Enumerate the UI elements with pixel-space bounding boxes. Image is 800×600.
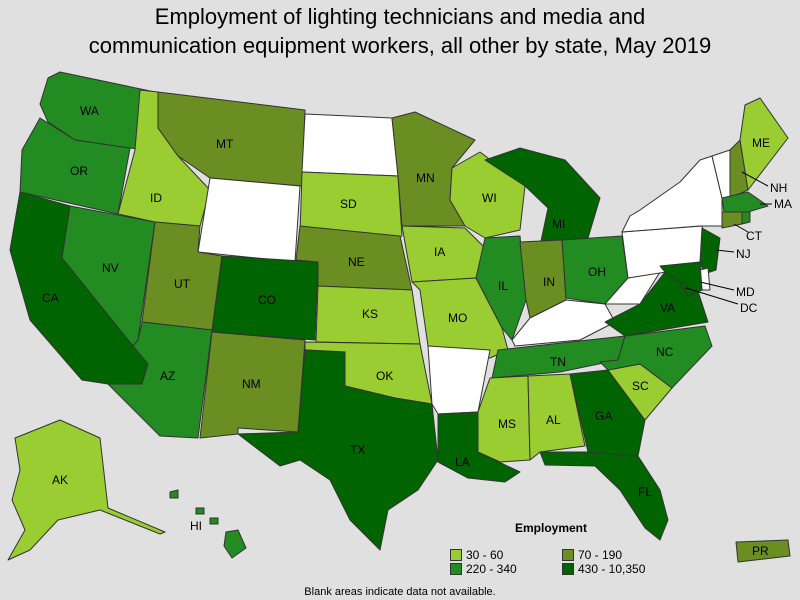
state-CO[interactable] bbox=[211, 255, 319, 341]
label-SD: SD bbox=[340, 197, 357, 211]
label-AZ: AZ bbox=[160, 369, 175, 383]
legend-item-4: 430 - 10,350 bbox=[562, 562, 645, 576]
label-TX: TX bbox=[350, 443, 365, 457]
label-VA: VA bbox=[660, 301, 675, 315]
legend-swatch-3 bbox=[450, 563, 462, 575]
state-KY[interactable] bbox=[511, 299, 616, 347]
state-PR[interactable] bbox=[735, 539, 791, 563]
title-line-2: communication equipment workers, all oth… bbox=[88, 33, 712, 58]
state-AK[interactable] bbox=[7, 419, 166, 561]
state-ME[interactable] bbox=[739, 97, 789, 191]
label-MT: MT bbox=[216, 137, 234, 151]
label-CO: CO bbox=[258, 293, 276, 307]
label-KS: KS bbox=[362, 307, 378, 321]
label-FL: FL bbox=[638, 485, 652, 499]
state-NY[interactable] bbox=[621, 155, 723, 233]
state-NC[interactable] bbox=[599, 325, 713, 389]
leader-CT bbox=[733, 223, 749, 233]
label-IA: IA bbox=[434, 245, 445, 259]
state-MD[interactable] bbox=[659, 261, 703, 297]
label-ME: ME bbox=[752, 136, 770, 150]
state-NM[interactable] bbox=[199, 331, 306, 439]
state-RI[interactable] bbox=[741, 211, 751, 225]
label-CT: CT bbox=[746, 229, 763, 243]
state-TX[interactable] bbox=[237, 349, 439, 551]
label-AK: AK bbox=[52, 473, 68, 487]
label-NM: NM bbox=[242, 377, 261, 391]
label-MA: MA bbox=[774, 197, 792, 211]
leader-MD bbox=[699, 281, 735, 291]
label-GA: GA bbox=[595, 409, 612, 423]
legend-item-3: 220 - 340 bbox=[450, 562, 517, 576]
label-OR: OR bbox=[70, 164, 88, 178]
label-MO: MO bbox=[448, 311, 467, 325]
label-PR: PR bbox=[752, 544, 769, 558]
callout-labels: NH MA CT NJ MD DC bbox=[685, 171, 792, 315]
label-MN: MN bbox=[416, 171, 435, 185]
leader-NJ bbox=[715, 249, 735, 253]
label-OH: OH bbox=[588, 265, 606, 279]
state-CT[interactable] bbox=[721, 211, 743, 229]
state-MA[interactable] bbox=[721, 191, 769, 213]
state-TN[interactable] bbox=[491, 335, 626, 379]
state-HI[interactable] bbox=[169, 489, 247, 559]
title-line-1: Employment of lighting technicians and m… bbox=[154, 4, 646, 29]
label-NV: NV bbox=[102, 261, 119, 275]
legend-label-4: 430 - 10,350 bbox=[578, 562, 646, 576]
label-TN: TN bbox=[550, 355, 566, 369]
label-NE: NE bbox=[348, 255, 365, 269]
label-NC: NC bbox=[656, 345, 674, 359]
state-labels: WA OR CA NV ID MT UT AZ CO NM SD NE KS O… bbox=[42, 104, 770, 558]
label-UT: UT bbox=[174, 277, 191, 291]
state-DC[interactable] bbox=[680, 282, 688, 290]
legend-item-1: 30 - 60 bbox=[450, 548, 503, 562]
label-SC: SC bbox=[632, 379, 649, 393]
legend-swatch-1 bbox=[450, 549, 462, 561]
legend-label-1: 30 - 60 bbox=[466, 548, 504, 562]
state-NJ[interactable] bbox=[699, 227, 721, 275]
legend-swatch-4 bbox=[562, 563, 574, 575]
legend-swatch-2 bbox=[562, 549, 574, 561]
state-AZ[interactable] bbox=[107, 321, 213, 439]
label-MD: MD bbox=[736, 285, 755, 299]
label-IN: IN bbox=[543, 275, 555, 289]
label-NH: NH bbox=[770, 181, 787, 195]
label-MS: MS bbox=[498, 417, 516, 431]
legend-label-3: 220 - 340 bbox=[466, 562, 517, 576]
legend-label-2: 70 - 190 bbox=[578, 548, 623, 562]
footnote: Blank areas indicate data not available. bbox=[304, 586, 496, 598]
label-LA: LA bbox=[455, 455, 470, 469]
state-WY[interactable] bbox=[197, 177, 301, 263]
leader-NH bbox=[741, 171, 769, 187]
leader-DC bbox=[685, 287, 739, 305]
label-AL: AL bbox=[546, 413, 561, 427]
legend-item-2: 70 - 190 bbox=[562, 548, 622, 562]
state-ND[interactable] bbox=[301, 113, 399, 177]
label-OK: OK bbox=[376, 369, 393, 383]
label-WA: WA bbox=[80, 104, 99, 118]
legend-title: Employment bbox=[515, 521, 588, 535]
state-FL[interactable] bbox=[539, 451, 669, 541]
state-GA[interactable] bbox=[569, 369, 646, 457]
label-CA: CA bbox=[42, 291, 59, 305]
label-MI: MI bbox=[552, 217, 565, 231]
chart-title: Employment of lighting technicians and m… bbox=[0, 2, 800, 60]
label-ID: ID bbox=[150, 191, 162, 205]
label-IL: IL bbox=[498, 279, 508, 293]
label-HI: HI bbox=[190, 519, 202, 533]
label-WI: WI bbox=[482, 191, 497, 205]
label-DC: DC bbox=[740, 301, 758, 315]
state-AL[interactable] bbox=[527, 373, 586, 461]
label-NJ: NJ bbox=[736, 247, 751, 261]
